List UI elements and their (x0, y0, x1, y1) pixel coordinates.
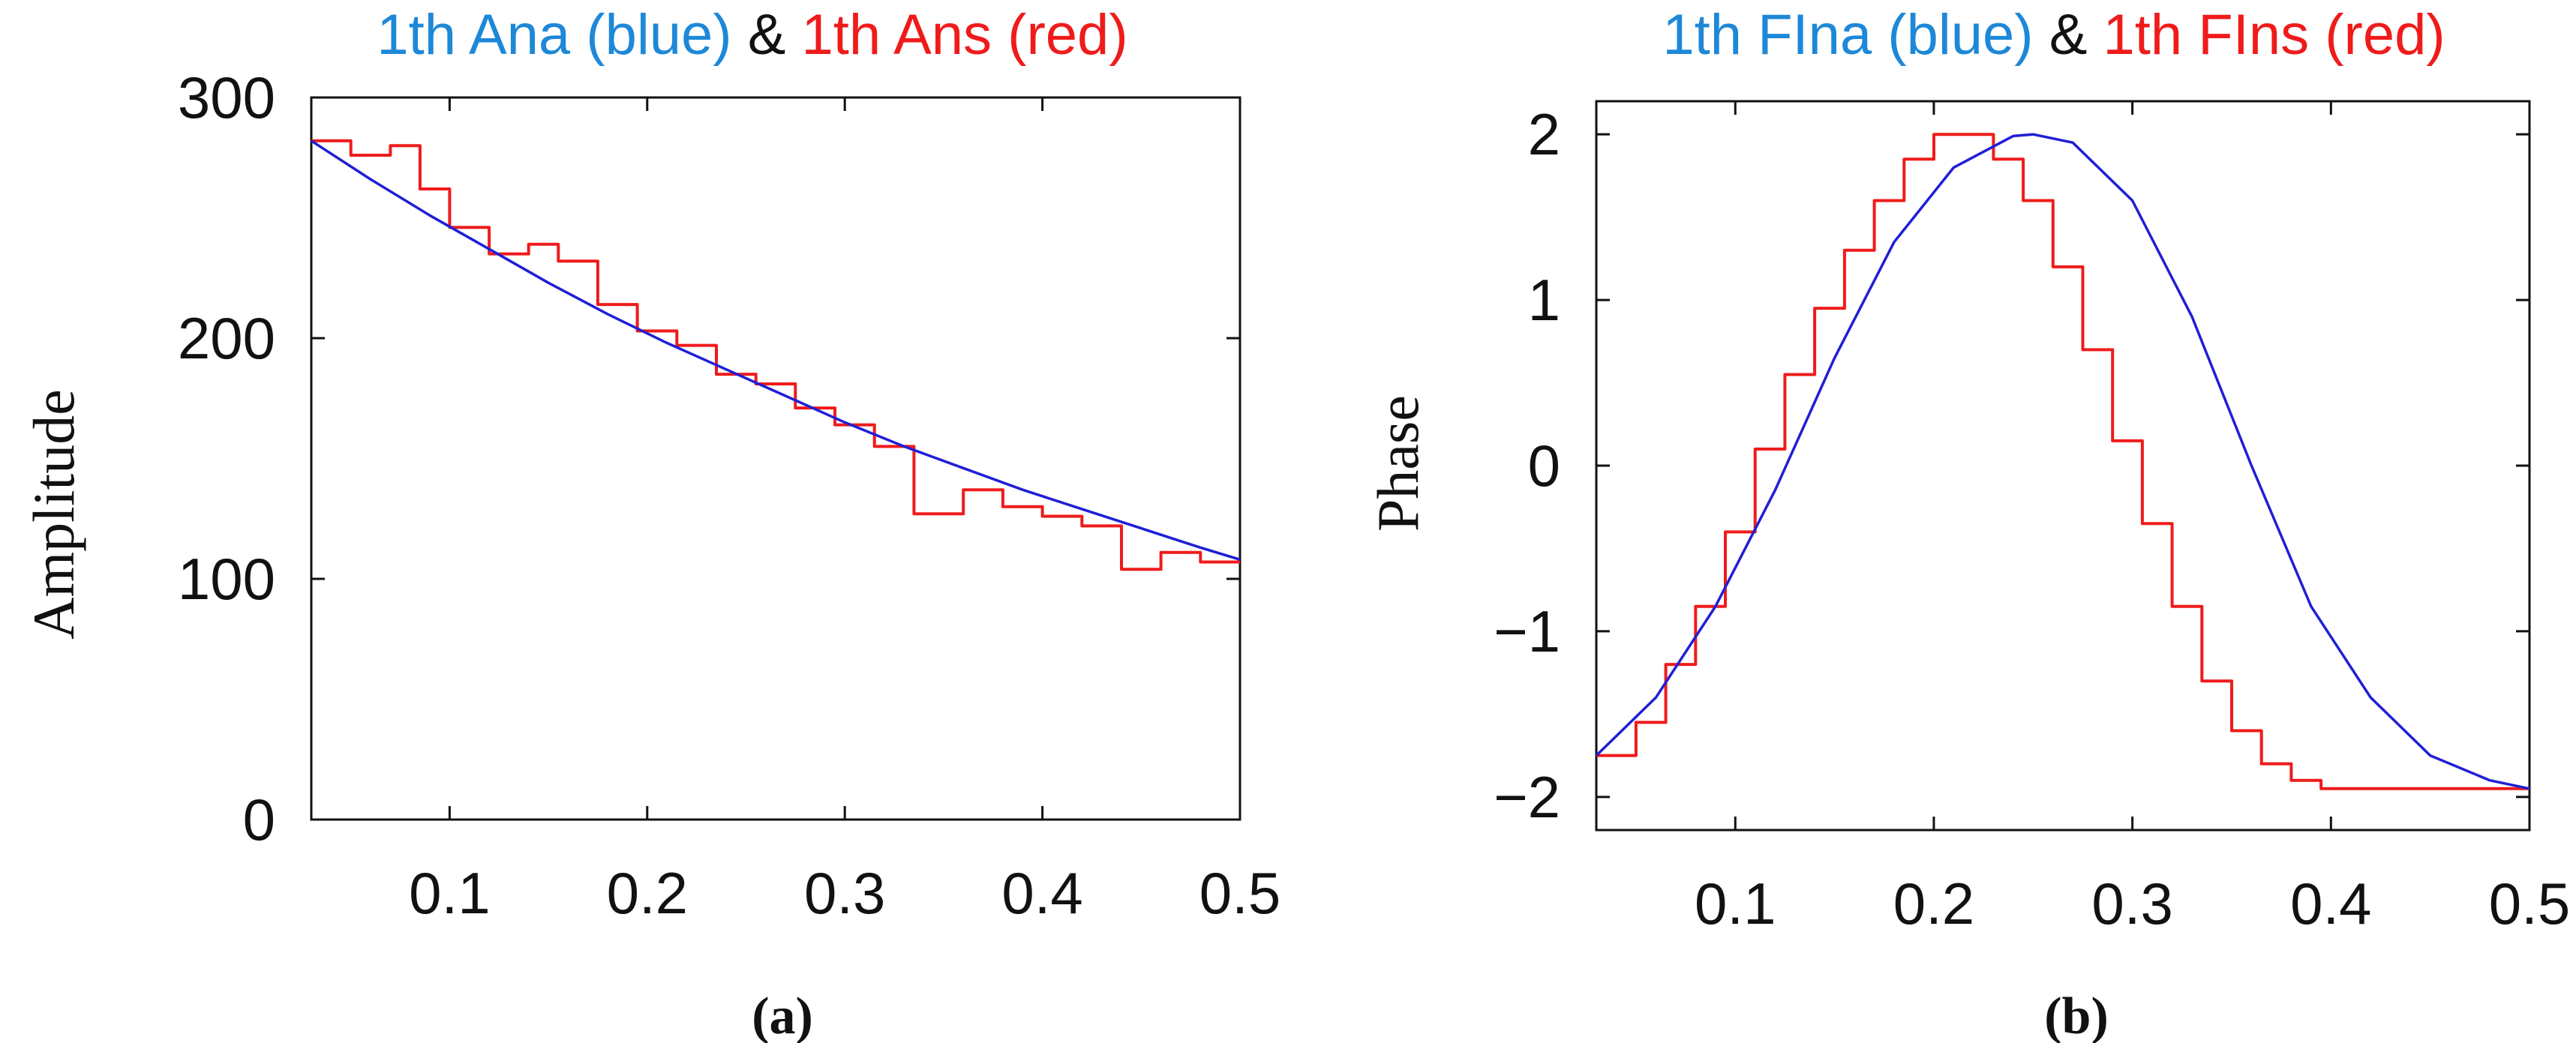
panel-b-label: (b) (2044, 988, 2109, 1043)
y-tick-label-b-4: −2 (1494, 764, 1560, 830)
panel-a-label: (a) (752, 988, 813, 1043)
panel-b: 1th FIna (blue) & 1th FIns (red) Phase 0… (1365, 3, 2570, 1043)
panel-a-title-blue: 1th Ana (blue) (377, 3, 731, 67)
x-tick-label-a-3: 0.4 (1001, 860, 1082, 926)
x-tick-label-a-4: 0.5 (1199, 860, 1280, 926)
y-tick-label-b-1: 1 (1528, 267, 1560, 333)
series-numeric-b (1596, 133, 2529, 790)
y-tick-label-a-3: 300 (178, 64, 275, 130)
panel-b-title: 1th FIna (blue) & 1th FIns (red) (1662, 3, 2445, 67)
panel-a-title: 1th Ana (blue) & 1th Ans (red) (377, 3, 1127, 67)
series-numeric-a (311, 139, 1240, 571)
series-analytic-a (311, 139, 1241, 561)
y-tick-label-a-1: 100 (178, 546, 275, 612)
x-tick-label-b-2: 0.3 (2091, 871, 2172, 937)
x-tick-label-b-1: 0.2 (1893, 871, 1974, 937)
plot-frame-b (1595, 100, 2531, 832)
y-tick-label-b-0: 2 (1528, 101, 1560, 167)
x-tick-label-a-2: 0.3 (804, 860, 885, 926)
panel-b-title-sep: & (2034, 3, 2103, 67)
x-tick-label-b-3: 0.4 (2290, 871, 2371, 937)
plot-frame-a (310, 96, 1241, 821)
panel-b-ylabel: Phase (1365, 395, 1431, 532)
panel-a-title-red: 1th Ans (red) (802, 3, 1128, 67)
y-tick-label-b-2: 0 (1528, 433, 1560, 499)
x-tick-label-a-1: 0.2 (607, 860, 688, 926)
panel-b-plot: 0.1 0.2 0.3 0.4 0.5 2 1 0 −1 −2 (1494, 100, 2570, 937)
y-tick-label-a-0: 0 (243, 787, 275, 853)
y-tick-label-b-3: −1 (1494, 598, 1560, 664)
series-analytic-b (1595, 133, 2530, 790)
panel-a-ylabel: Amplitude (21, 389, 86, 640)
x-tick-label-b-4: 0.5 (2489, 871, 2570, 937)
panel-a-plot: 0.1 0.2 0.3 0.4 0.5 0 100 200 300 (178, 64, 1280, 926)
panel-b-title-blue: 1th FIna (blue) (1662, 3, 2033, 67)
x-tick-label-a-0: 0.1 (409, 860, 490, 926)
panel-a-title-sep: & (732, 3, 802, 67)
panel-b-title-red: 1th FIns (red) (2103, 3, 2445, 67)
panel-a: 1th Ana (blue) & 1th Ans (red) Amplitude… (21, 3, 1280, 1043)
x-tick-label-b-0: 0.1 (1695, 871, 1776, 937)
y-tick-label-a-2: 200 (178, 305, 275, 371)
